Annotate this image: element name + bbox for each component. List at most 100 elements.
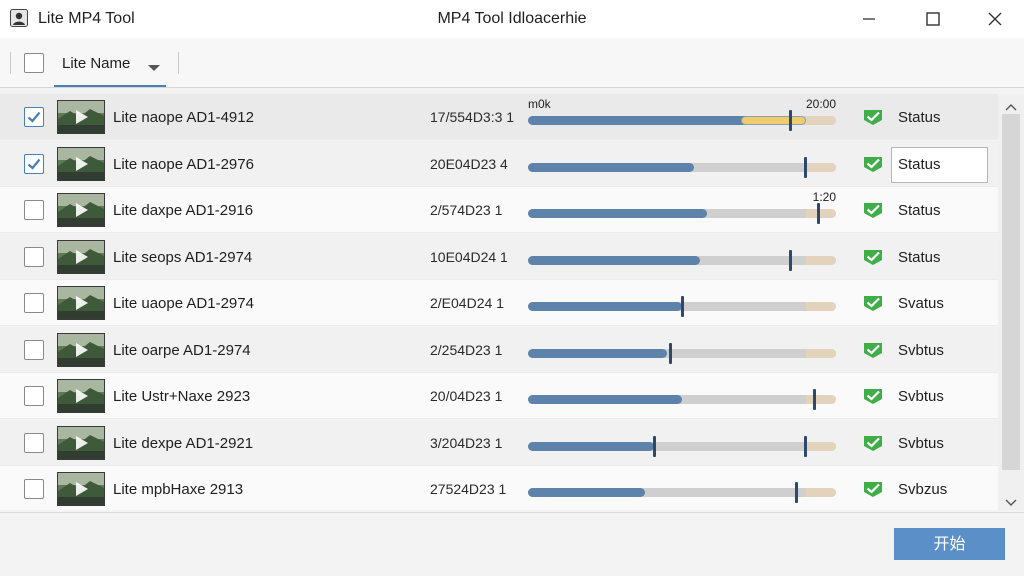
check-badge-icon — [862, 434, 884, 457]
progress-tail — [806, 442, 836, 451]
list-scrollbar[interactable] — [998, 94, 1024, 510]
check-badge-icon — [862, 480, 884, 503]
video-thumbnail-icon — [57, 147, 105, 181]
list-row[interactable]: Lite naope AD1-2976 20E04D23 4 Status — [0, 141, 998, 187]
progress-bar[interactable] — [528, 343, 836, 364]
list-row[interactable]: Lite dexpe AD1-2921 3/204D23 1 Svbtus — [0, 420, 998, 466]
list-row[interactable]: Lite seops AD1-2974 10E04D24 1 Status — [0, 234, 998, 280]
start-button[interactable]: 开始 — [894, 528, 1005, 560]
check-badge-icon — [862, 294, 884, 317]
status-text: Svatus — [898, 295, 944, 312]
file-date: 2/E04D24 1 — [430, 295, 504, 311]
file-name: Lite naope AD1-2976 — [113, 156, 254, 173]
progress-fill — [528, 395, 682, 404]
maximize-button[interactable] — [910, 0, 956, 38]
status-text: Svbtus — [898, 388, 944, 405]
title-bar: Lite MP4 Tool MP4 Tool Idloacerhie — [0, 0, 1024, 38]
scroll-up-icon[interactable] — [1005, 98, 1017, 116]
file-date: 3/204D23 1 — [430, 435, 503, 451]
progress-tail — [806, 395, 836, 404]
file-date: 27524D23 1 — [430, 481, 507, 497]
row-checkbox[interactable] — [24, 200, 44, 220]
video-thumbnail-icon — [57, 100, 105, 134]
progress-marker[interactable] — [789, 110, 792, 131]
progress-bar[interactable]: 1:20 — [528, 190, 836, 224]
progress-marker[interactable] — [817, 203, 820, 224]
progress-label-right: 20:00 — [805, 97, 836, 111]
column-header-name[interactable]: Lite Name — [62, 55, 131, 72]
video-thumbnail-icon — [57, 240, 105, 274]
minimize-icon — [863, 18, 875, 20]
checkmark-icon — [27, 111, 41, 123]
progress-bar[interactable] — [528, 157, 836, 178]
list-row[interactable]: Lite Ustr+Naxe 2923 20/04D23 1 Svbtus — [0, 373, 998, 419]
row-checkbox[interactable] — [24, 293, 44, 313]
row-checkbox[interactable] — [24, 107, 44, 127]
list-row[interactable]: Lite oarpe AD1-2974 2/254D23 1 Svbtus — [0, 327, 998, 373]
progress-marker[interactable] — [789, 250, 792, 271]
header-divider — [178, 52, 179, 74]
check-badge-icon — [862, 201, 884, 224]
progress-marker[interactable] — [681, 296, 684, 317]
row-checkbox[interactable] — [24, 154, 44, 174]
list-row[interactable]: Lite daxpe AD1-2916 2/574D23 1 1:20 Status — [0, 187, 998, 233]
file-date: 2/254D23 1 — [430, 342, 503, 358]
row-checkbox[interactable] — [24, 340, 44, 360]
file-name: Lite oarpe AD1-2974 — [113, 342, 251, 359]
progress-tail — [806, 488, 836, 497]
close-button[interactable] — [972, 0, 1018, 38]
check-badge-icon — [862, 341, 884, 364]
file-name: Lite uaope AD1-2974 — [113, 295, 254, 312]
progress-tail — [806, 349, 836, 358]
row-checkbox[interactable] — [24, 386, 44, 406]
check-badge-icon — [862, 387, 884, 410]
status-text: Status — [898, 249, 941, 266]
row-checkbox[interactable] — [24, 247, 44, 267]
list-row[interactable]: Lite naope AD1-4912 17/554D3:3 1 m0k 20:00 S… — [0, 94, 998, 140]
progress-tail — [806, 116, 836, 125]
progress-marker[interactable] — [804, 436, 807, 457]
progress-label-left: m0k — [528, 97, 551, 111]
status-text: Status — [898, 109, 941, 126]
list-row[interactable]: Lite mpbHaxe 2913 27524D23 1 Svbzus — [0, 466, 998, 510]
file-name: Lite naope AD1-4912 — [113, 109, 254, 126]
progress-fill — [528, 302, 682, 311]
progress-marker[interactable] — [795, 482, 798, 503]
progress-marker[interactable] — [669, 343, 672, 364]
file-date: 20/04D23 1 — [430, 388, 503, 404]
list-row[interactable]: Lite uaope AD1-2974 2/E04D24 1 Svatus — [0, 280, 998, 326]
progress-label-right: 1:20 — [812, 190, 836, 204]
minimize-button[interactable] — [846, 0, 892, 38]
file-name: Lite mpbHaxe 2913 — [113, 481, 244, 498]
progress-bar[interactable] — [528, 389, 836, 410]
progress-bar[interactable]: m0k 20:00 — [528, 97, 836, 131]
check-badge-icon — [862, 248, 884, 271]
progress-marker[interactable] — [653, 436, 656, 457]
progress-marker[interactable] — [804, 157, 807, 178]
file-date: 20E04D23 4 — [430, 156, 508, 172]
file-name: Lite daxpe AD1-2916 — [113, 202, 254, 219]
row-checkbox[interactable] — [24, 433, 44, 453]
progress-fill — [528, 209, 707, 218]
file-name: Lite dexpe AD1-2921 — [113, 435, 254, 452]
progress-bar[interactable] — [528, 250, 836, 271]
select-all-checkbox[interactable] — [24, 53, 44, 73]
scroll-down-icon[interactable] — [1005, 494, 1017, 512]
progress-bar[interactable] — [528, 296, 836, 317]
window-title: MP4 Tool Idloacerhie — [437, 10, 587, 27]
video-thumbnail-icon — [57, 286, 105, 320]
video-thumbnail-icon — [57, 426, 105, 460]
progress-bar[interactable] — [528, 482, 836, 503]
progress-marker[interactable] — [813, 389, 816, 410]
progress-bar[interactable] — [528, 436, 836, 457]
footer: 开始 — [0, 512, 1024, 576]
file-name: Lite seops AD1-2974 — [113, 249, 253, 266]
checkmark-icon — [27, 158, 41, 170]
chevron-down-icon[interactable] — [147, 59, 161, 77]
row-checkbox[interactable] — [24, 479, 44, 499]
file-date: 17/554D3:3 1 — [430, 109, 515, 125]
file-date: 2/574D23 1 — [430, 202, 503, 218]
scroll-thumb[interactable] — [1002, 114, 1020, 470]
list-header: Lite Name — [0, 38, 1024, 88]
status-field[interactable] — [891, 147, 988, 183]
